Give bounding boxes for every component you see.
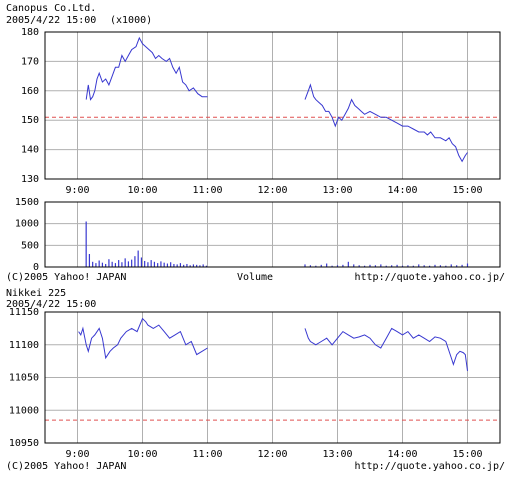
y-tick-label: 140 [21, 145, 39, 156]
y-tick-label: 170 [21, 56, 39, 67]
chart-subtitle: 2005/4/22 15:00 [6, 299, 96, 310]
y-tick-label: 160 [21, 86, 39, 97]
plot-border [44, 31, 501, 180]
plot-border [44, 201, 501, 268]
unit-label: (x1000) [110, 15, 152, 26]
y-tick-label: 1000 [15, 219, 39, 230]
y-tick-label: 130 [21, 174, 39, 185]
x-tick-label: 9:00 [65, 449, 89, 460]
x-tick-label: 14:00 [387, 449, 417, 460]
source-url: http://quote.yahoo.co.jp/ [354, 461, 505, 472]
y-tick-label: 0 [33, 262, 39, 273]
copyright: (C)2005 Yahoo! JAPAN [6, 461, 126, 472]
y-tick-label: 10950 [9, 438, 39, 449]
x-tick-label: 11:00 [192, 185, 222, 196]
y-tick-label: 11100 [9, 340, 39, 351]
y-tick-label: 150 [21, 115, 39, 126]
x-tick-label: 11:00 [192, 449, 222, 460]
y-tick-label: 11150 [9, 307, 39, 318]
copyright: (C)2005 Yahoo! JAPAN [6, 272, 126, 283]
x-tick-label: 9:00 [65, 185, 89, 196]
x-tick-label: 15:00 [452, 185, 482, 196]
y-tick-label: 1500 [15, 197, 39, 208]
y-tick-label: 11000 [9, 405, 39, 416]
x-tick-label: 15:00 [452, 449, 482, 460]
y-tick-label: 180 [21, 27, 39, 38]
x-tick-label: 12:00 [257, 449, 287, 460]
chart-title: Nikkei 225 [6, 288, 66, 299]
x-tick-label: 10:00 [127, 449, 157, 460]
plot-border [44, 311, 501, 444]
y-tick-label: 11050 [9, 373, 39, 384]
chart-title: Volume [237, 272, 273, 283]
x-tick-label: 12:00 [257, 185, 287, 196]
price-line [85, 36, 468, 163]
x-tick-label: 13:00 [322, 185, 352, 196]
chart-title: Canopus Co.Ltd. [6, 3, 96, 14]
x-tick-label: 13:00 [322, 449, 352, 460]
price-line [78, 317, 468, 371]
source-url: http://quote.yahoo.co.jp/ [354, 272, 505, 283]
chart-subtitle: 2005/4/22 15:00 [6, 15, 96, 26]
y-tick-label: 500 [21, 240, 39, 251]
x-tick-label: 14:00 [387, 185, 417, 196]
x-tick-label: 10:00 [127, 185, 157, 196]
